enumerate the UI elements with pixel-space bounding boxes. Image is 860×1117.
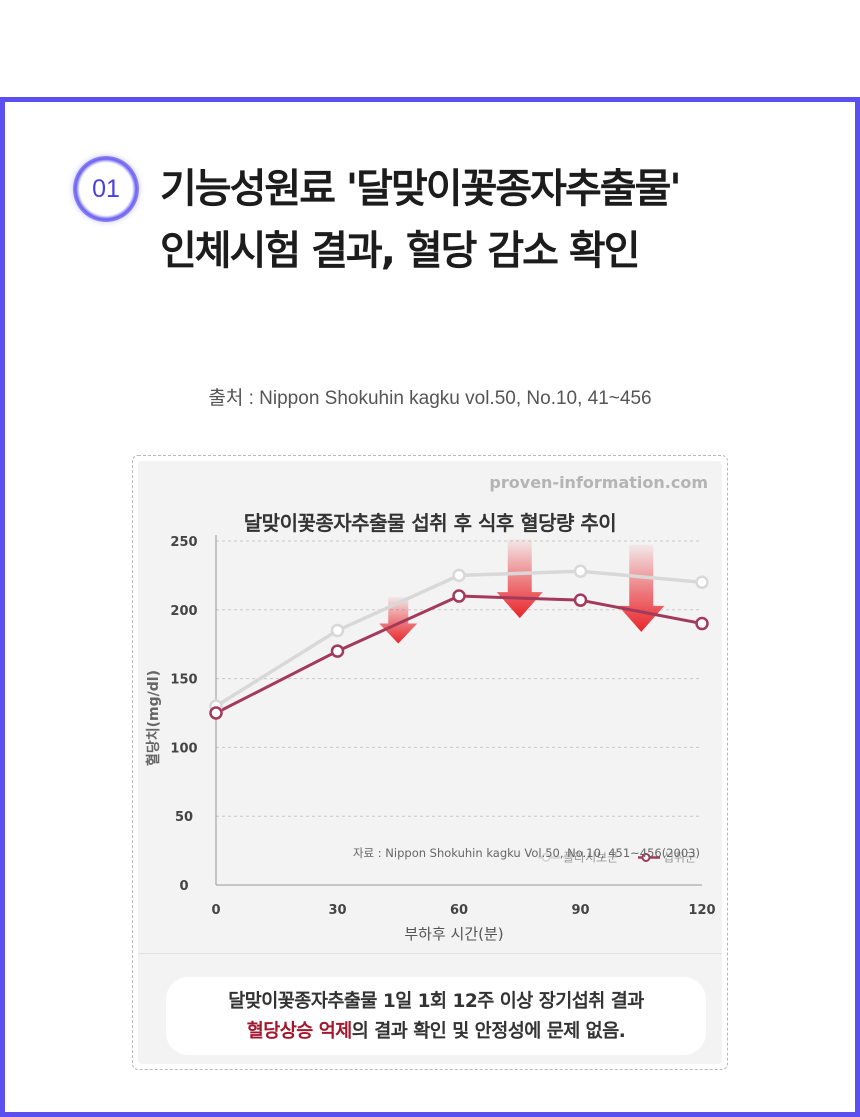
blood-glucose-line-chart: 0 50 100 150 200 250 0 30 60 90 120 부하후 시간(분) 혈당치(mg… [145,535,716,943]
source-citation: 출처 : Nippon Shokuhin kagku vol.50, No.10… [208,388,652,409]
headline-line-2: 인체시험 결과, 혈당 감소 확인 [160,228,640,274]
intake-data-point [573,593,588,607]
x-tick-label: 30 [328,903,346,918]
intake-legend-marker [641,852,651,862]
placebo-legend-label: 플라시보군 [563,850,618,864]
y-tick-label: 150 [170,673,197,688]
intake-data-point [452,589,466,603]
intake-data-point [330,644,345,658]
reduction-arrow [496,539,543,619]
y-tick-label: 50 [175,810,193,825]
x-tick-label: 0 [211,903,220,918]
x-tick-label: 90 [571,903,589,918]
chart-title: 달맞이꽃종자추출물 섭취 후 식후 혈당량 추이 [243,511,617,535]
watermark: proven-information.com [489,473,708,492]
y-tick-label: 0 [179,879,188,894]
reduction-arrow [618,544,665,632]
chart-card: proven-information.com 달맞이꽃종자추출물 섭취 후 식후… [132,455,728,1070]
intake-data-point [695,616,709,631]
step-number: 01 [92,174,120,203]
placebo-data-point [695,575,709,590]
summary-box: 달맞이꽃종자추출물 1일 1회 12주 이상 장기섭취 결과 혈당상승 억제의 … [166,977,706,1055]
summary-line-1: 달맞이꽃종자추출물 1일 1회 12주 이상 장기섭취 결과 [228,991,644,1012]
y-tick-label: 100 [170,741,197,756]
card-divider [138,953,722,954]
headline-line-1: 기능성원료 '달맞이꽃종자추출물' [160,166,682,212]
intake-data-point [209,706,223,720]
summary-highlight: 혈당상승 억제 [246,1021,353,1042]
x-tick-label: 120 [688,903,715,918]
placebo-data-point [330,623,345,638]
placebo-data-point [452,568,466,583]
chart-source-annotation: 자료 : Nippon Shokuhin kagku Vol.50, No.10… [353,846,700,860]
y-axis-title: 혈당치(mg/dl) [145,670,162,766]
y-tick-label: 200 [170,604,197,619]
y-tick-label: 250 [170,535,197,550]
x-axis-title: 부하후 시간(분) [404,925,503,943]
content-frame [0,97,860,1117]
page-headline: 기능성원료 '달맞이꽃종자추출물' 인체시험 결과, 혈당 감소 확인 [160,158,682,282]
chart-panel: proven-information.com 달맞이꽃종자추출물 섭취 후 식후… [138,461,722,1064]
placebo-data-point [573,564,588,579]
placebo-legend-marker [541,852,551,862]
intake-legend-label: 섭취군 [663,850,696,864]
summary-line-2: 의 결과 확인 및 안정성에 문제 없음. [351,1021,626,1042]
x-tick-label: 60 [450,903,468,918]
step-number-badge: 01 [73,156,139,222]
